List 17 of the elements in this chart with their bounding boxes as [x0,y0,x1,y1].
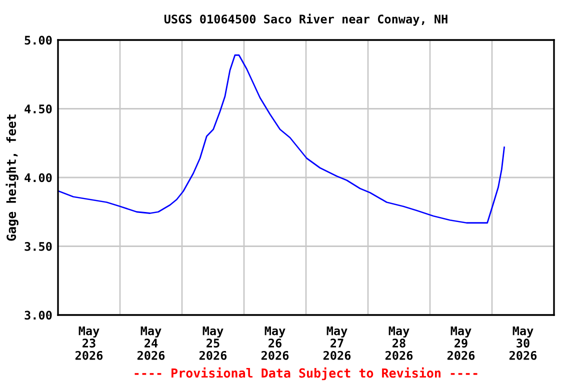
y-tick-label: 4.00 [24,173,52,182]
x-tick-label: May 28 2026 [385,326,413,360]
y-tick-label: 3.50 [24,242,52,251]
y-tick-label: 5.00 [24,36,52,45]
x-tick-label: May 24 2026 [137,326,165,360]
line-series [58,54,505,224]
x-tick-label: May 29 2026 [447,326,475,360]
chart-title: USGS 01064500 Saco River near Conway, NH [164,14,448,26]
text: ---- Provisional Data Subject to Revision ---- [134,367,478,380]
x-tick-label: May 27 2026 [323,326,351,360]
x-tick-label: May 26 2026 [261,326,289,360]
x-tick-label: May 23 2026 [75,326,103,360]
y-tick-label: 3.00 [24,310,52,320]
y-axis-title: Gage height, feet [6,114,18,241]
x-tick-label: May 25 2026 [199,326,227,360]
x-tick-label: May 30 2026 [509,326,537,360]
y-tick-label: 4.50 [24,104,52,114]
